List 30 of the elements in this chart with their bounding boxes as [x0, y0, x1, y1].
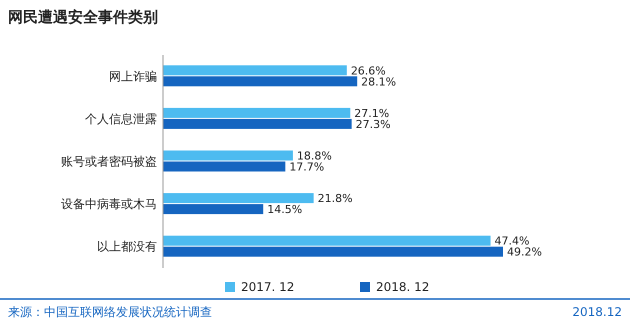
bar: [163, 204, 264, 214]
data-label: 27.1%: [354, 106, 390, 120]
legend-label: 2017. 12: [241, 280, 294, 294]
legend-label: 2018. 12: [376, 280, 430, 294]
data-label: 17.7%: [289, 160, 324, 174]
data-label: 21.8%: [318, 192, 353, 206]
bar: [163, 108, 350, 118]
chart-title: 网民遭遇安全事件类别: [8, 8, 158, 26]
data-label: 49.2%: [507, 246, 542, 259]
data-label: 47.4%: [494, 234, 530, 248]
bar: [163, 246, 503, 257]
data-label: 28.1%: [361, 75, 396, 88]
data-label: 18.8%: [296, 150, 332, 162]
bar: [163, 76, 358, 86]
bar: [163, 162, 286, 172]
y-tick-label: 网上诈骗: [109, 69, 157, 84]
y-tick-label: 个人信息泄露: [85, 112, 157, 126]
source-note: 来源：中国互联网络发展状况统计调查: [8, 305, 212, 319]
y-tick-label: 以上都没有: [97, 240, 157, 254]
data-label: 14.5%: [267, 203, 302, 216]
bar: [163, 236, 491, 246]
text: 2018.12: [572, 305, 622, 319]
bar: [163, 65, 347, 76]
bar: [163, 193, 314, 204]
data-label: 27.3%: [356, 118, 391, 131]
bar: [163, 118, 352, 129]
data-label: 26.6%: [350, 64, 386, 78]
y-tick-label: 设备中病毒或木马: [61, 197, 157, 212]
y-tick-label: 账号或者密码被盗: [61, 154, 157, 168]
bar: [163, 150, 293, 160]
